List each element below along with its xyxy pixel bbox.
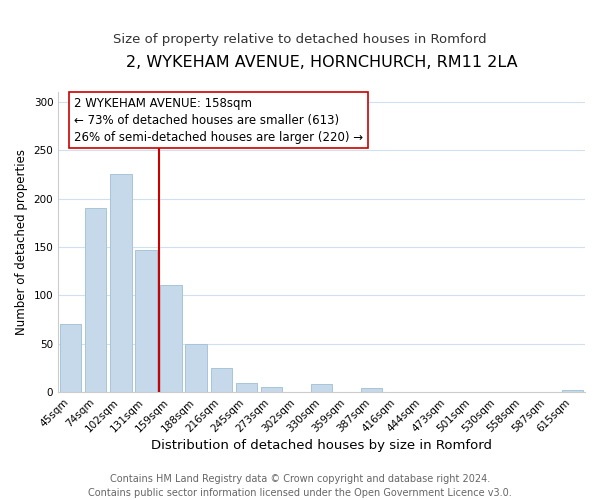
Bar: [60, 324, 82, 392]
Bar: [236, 382, 257, 392]
Bar: [261, 388, 282, 392]
Text: Contains HM Land Registry data © Crown copyright and database right 2024.
Contai: Contains HM Land Registry data © Crown c…: [88, 474, 512, 498]
Title: 2, WYKEHAM AVENUE, HORNCHURCH, RM11 2LA: 2, WYKEHAM AVENUE, HORNCHURCH, RM11 2LA: [126, 55, 517, 70]
Bar: [110, 174, 131, 392]
Y-axis label: Number of detached properties: Number of detached properties: [15, 149, 28, 335]
Bar: [160, 284, 182, 392]
Bar: [185, 344, 207, 392]
Bar: [361, 388, 382, 392]
Text: 2 WYKEHAM AVENUE: 158sqm
← 73% of detached houses are smaller (613)
26% of semi-: 2 WYKEHAM AVENUE: 158sqm ← 73% of detach…: [74, 96, 363, 144]
Bar: [562, 390, 583, 392]
Bar: [85, 208, 106, 392]
Bar: [211, 368, 232, 392]
Bar: [136, 250, 157, 392]
X-axis label: Distribution of detached houses by size in Romford: Distribution of detached houses by size …: [151, 440, 492, 452]
Bar: [311, 384, 332, 392]
Text: Size of property relative to detached houses in Romford: Size of property relative to detached ho…: [113, 32, 487, 46]
